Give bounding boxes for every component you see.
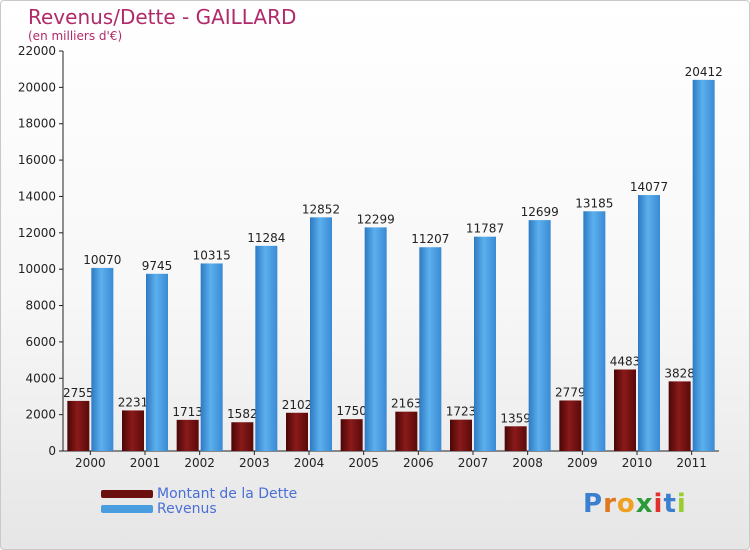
bar-revenue [146,273,168,451]
data-label-debt: 1750 [336,404,367,418]
legend-item-revenue: Revenus [101,500,297,517]
data-label-revenue: 12699 [521,205,559,219]
bar-revenue [200,263,223,451]
y-tick-label: 16000 [18,153,56,167]
x-tick-label: 2002 [184,456,215,470]
data-label-debt: 1359 [500,411,531,425]
data-label-debt: 2779 [555,385,586,399]
y-tick-label: 18000 [18,117,56,131]
data-label-revenue: 10070 [83,253,121,267]
chart-legend: Montant de la Dette Revenus [101,485,298,517]
legend-item-debt: Montant de la Dette [101,485,298,502]
bar-debt [668,381,691,451]
data-label-debt: 2102 [282,398,313,412]
y-tick-label: 2000 [25,408,56,422]
legend-label-debt: Montant de la Dette [157,485,298,502]
logo-letter: i [676,489,687,519]
bar-revenue [474,236,496,451]
legend-label-revenue: Revenus [157,500,217,517]
bar-debt [176,419,199,451]
data-label-debt: 4483 [610,354,641,368]
data-label-revenue: 9745 [142,259,173,273]
x-tick-label: 2010 [622,456,653,470]
proxiti-logo: Proxiti [583,489,687,519]
y-tick-label: 6000 [25,335,56,349]
bar-revenue [255,245,278,451]
logo-letter: r [603,489,617,519]
y-tick-label: 8000 [25,299,56,313]
data-label-revenue: 12852 [302,202,340,216]
chart-subtitle: (en milliers d'€) [28,29,123,43]
legend-swatch-revenue [101,504,153,513]
x-tick-label: 2003 [239,456,270,470]
logo-letter: t [663,489,677,519]
chart-title: Revenus/Dette - GAILLARD [28,5,297,29]
data-label-revenue: 12299 [357,212,395,226]
bar-debt [286,412,308,451]
y-tick-label: 4000 [25,371,56,385]
logo-letter: i [653,489,664,519]
bar-debt [504,426,527,451]
x-tick-label: 2007 [458,456,489,470]
data-label-debt: 1723 [446,405,477,419]
bar-debt [450,419,472,451]
legend-swatch-debt [101,489,153,498]
x-tick-label: 2009 [567,456,598,470]
bar-debt [614,369,636,451]
y-tick-label: 20000 [18,80,56,94]
x-tick-label: 2005 [348,456,379,470]
data-label-revenue: 13185 [575,196,613,210]
bar-revenue [583,211,606,451]
bar-debt [395,411,418,451]
y-tick-label: 0 [48,444,56,458]
bar-revenue [638,195,660,451]
bar-debt [340,419,363,451]
x-tick-label: 2004 [294,456,325,470]
data-label-debt: 2163 [391,397,422,411]
bar-revenue [692,79,715,451]
bar-revenue [310,217,332,451]
x-tick-label: 2001 [130,456,161,470]
y-tick-label: 12000 [18,226,56,240]
data-label-debt: 1582 [227,407,258,421]
bar-debt [559,400,582,451]
y-tick-label: 14000 [18,189,56,203]
data-label-revenue: 14077 [630,180,668,194]
logo-letter: P [583,489,604,519]
x-tick-label: 2011 [676,456,707,470]
logo-letter: x [635,489,654,519]
bar-debt [67,400,90,451]
x-tick-label: 2006 [403,456,434,470]
data-label-revenue: 10315 [193,248,231,262]
bar-revenue [419,247,442,451]
data-label-debt: 2755 [63,386,94,400]
data-label-revenue: 11284 [247,231,285,245]
bar-debt [231,422,254,451]
y-tick-label: 22000 [18,44,56,58]
data-label-debt: 3828 [664,366,695,380]
bar-debt [122,410,144,451]
bar-revenue [91,267,114,451]
y-tick-label: 10000 [18,262,56,276]
bar-revenue [364,227,387,451]
data-label-revenue: 11207 [411,232,449,246]
data-label-revenue: 11787 [466,222,504,236]
x-tick-label: 2008 [512,456,543,470]
data-label-debt: 2231 [118,395,149,409]
data-label-debt: 1713 [172,405,203,419]
logo-letter: o [616,489,636,519]
data-label-revenue: 20412 [685,65,723,79]
x-tick-label: 2000 [75,456,106,470]
bar-revenue [528,220,551,451]
